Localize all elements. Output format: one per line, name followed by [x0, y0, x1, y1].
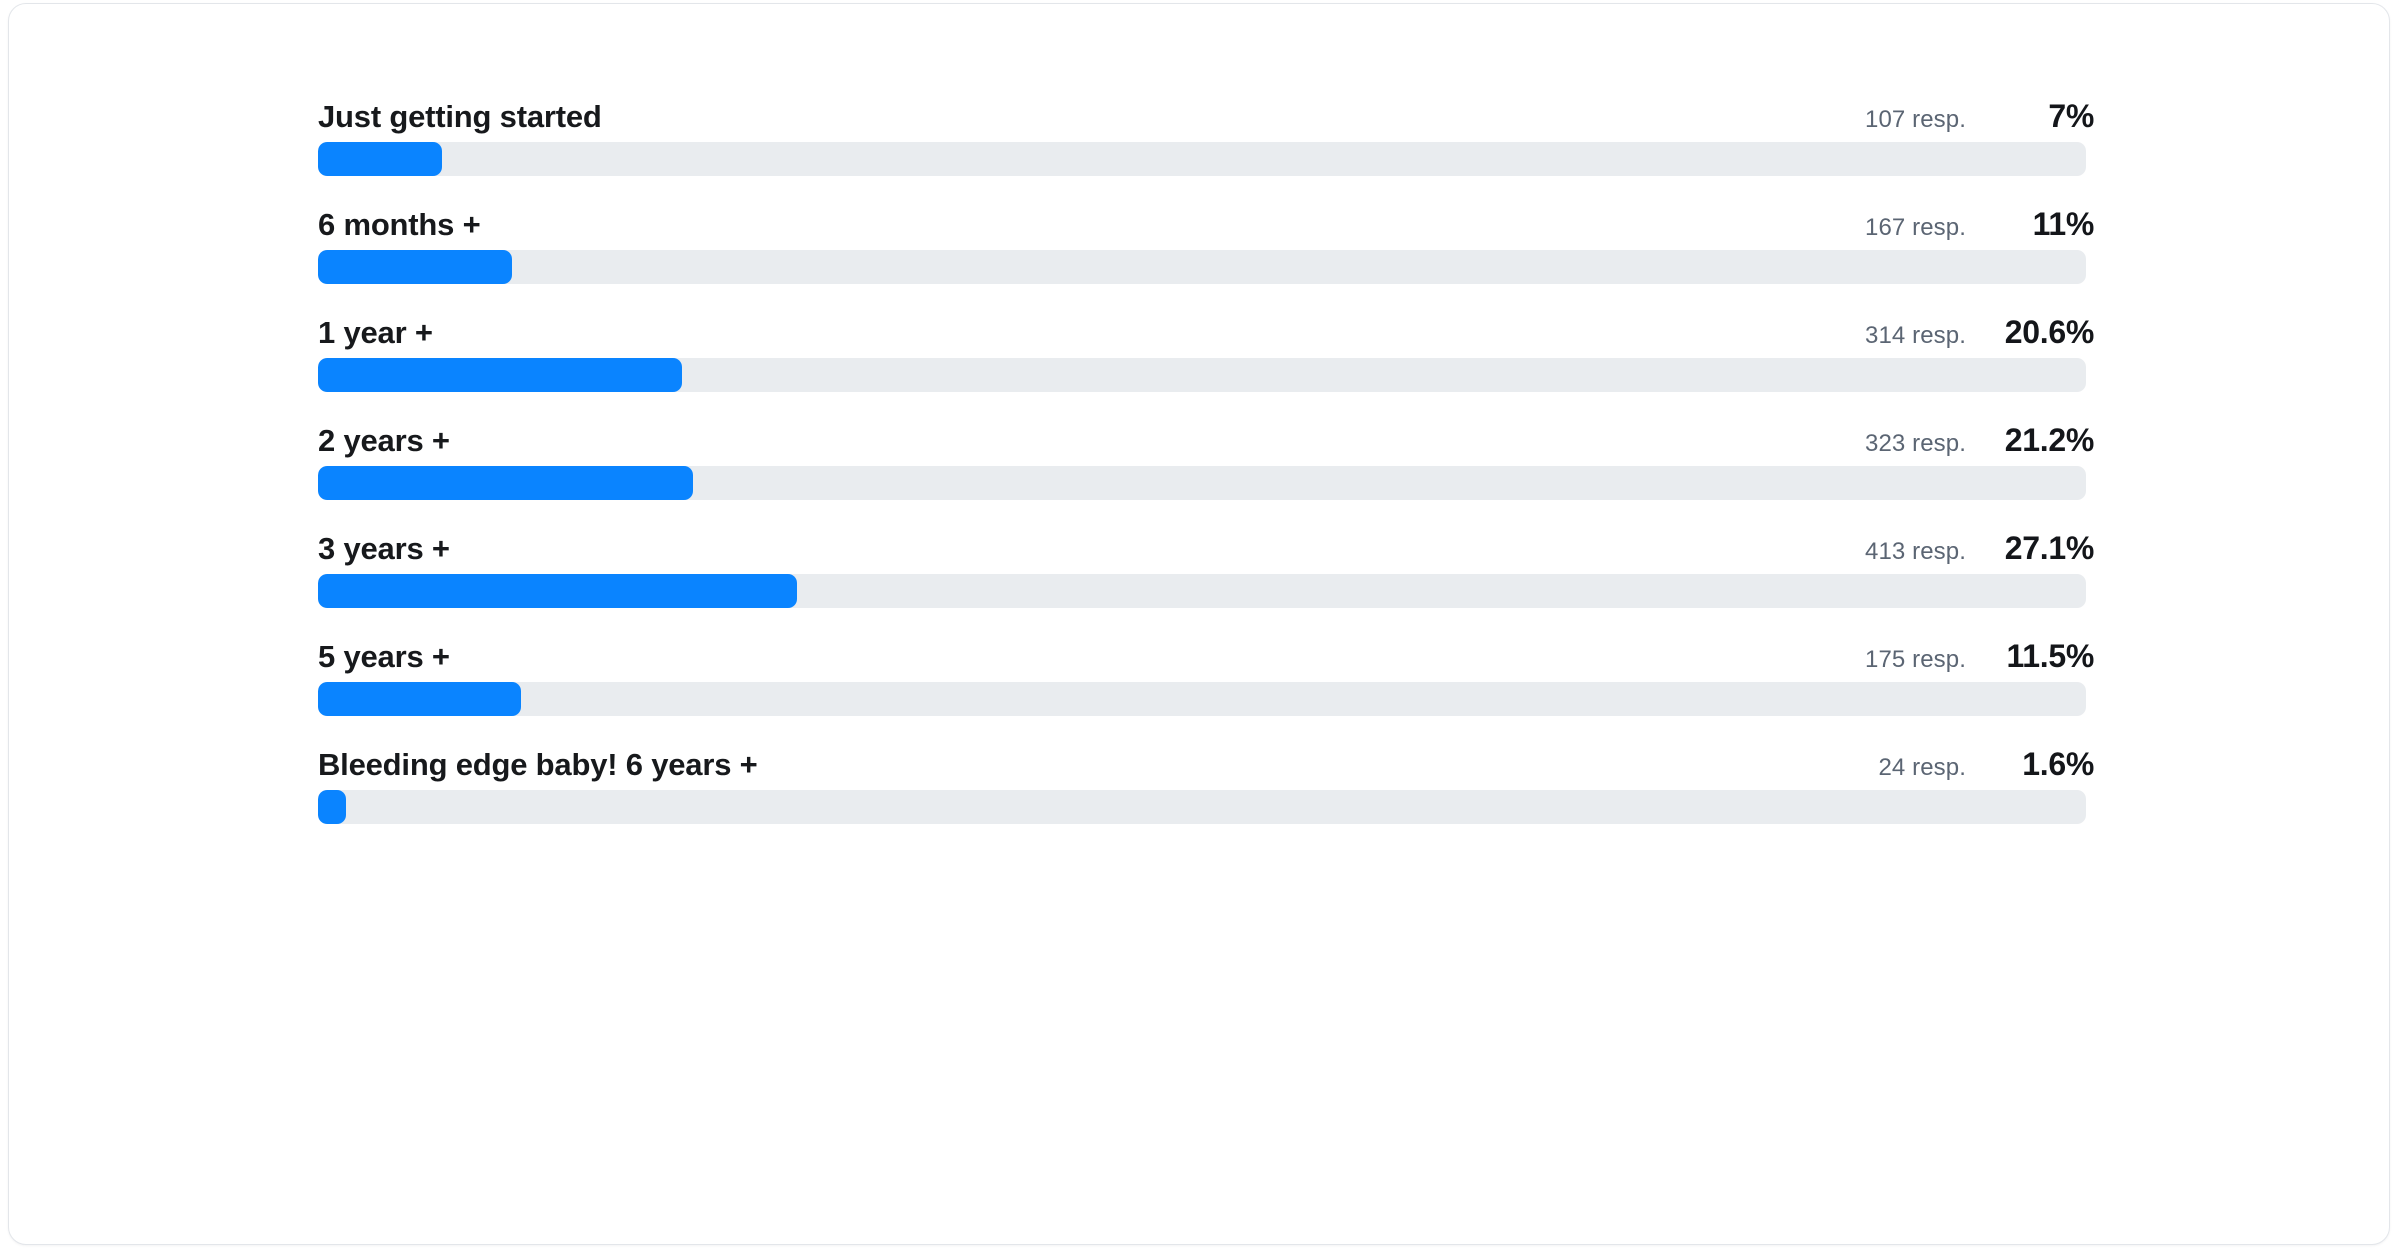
- survey-option-response-count: 107 resp.: [1865, 106, 1966, 133]
- survey-option-percentage: 20.6%: [2004, 314, 2095, 350]
- survey-option-percentage: 11%: [2032, 206, 2095, 242]
- survey-option-bar-fill: [318, 358, 683, 392]
- survey-bar-chart: Just getting started 107 resp. 7% 6 months …: [318, 90, 2095, 824]
- survey-option-stats: 24 resp. 1.6%: [1878, 738, 2094, 794]
- survey-option-row: Just getting started 107 resp. 7%: [318, 90, 2095, 176]
- survey-option-header: 2 years + 323 resp. 21.2%: [318, 414, 2095, 466]
- survey-option-response-count: 413 resp.: [1865, 538, 1966, 565]
- survey-option-stats: 314 resp. 20.6%: [1865, 306, 2094, 362]
- survey-option-header: 6 months + 167 resp. 11%: [318, 198, 2095, 250]
- survey-option-label: 5 years +: [318, 639, 450, 674]
- survey-option-bar-track: [318, 574, 2086, 608]
- survey-option-percentage: 7%: [2048, 98, 2094, 134]
- survey-option-response-count: 323 resp.: [1865, 430, 1966, 457]
- survey-option-header: 5 years + 175 resp. 11.5%: [318, 630, 2095, 682]
- survey-option-bar-fill: [318, 790, 347, 824]
- survey-option-stats: 175 resp. 11.5%: [1865, 630, 2094, 686]
- survey-results-card: Just getting started 107 resp. 7% 6 months …: [8, 3, 2390, 1245]
- survey-option-bar-track: [318, 142, 2086, 176]
- survey-option-row: Bleeding edge baby! 6 years + 24 resp. 1.6…: [318, 738, 2095, 824]
- survey-option-header: Bleeding edge baby! 6 years + 24 resp. 1.6…: [318, 738, 2095, 790]
- survey-option-label: 2 years +: [318, 423, 450, 458]
- survey-option-bar-track: [318, 358, 2086, 392]
- survey-option-bar-track: [318, 682, 2086, 716]
- survey-option-bar-track: [318, 250, 2086, 284]
- survey-option-header: Just getting started 107 resp. 7%: [318, 90, 2095, 142]
- survey-option-bar-track: [318, 466, 2086, 500]
- survey-option-row: 3 years + 413 resp. 27.1%: [318, 522, 2095, 608]
- survey-option-label: Just getting started: [318, 99, 602, 134]
- survey-option-percentage: 1.6%: [2022, 746, 2094, 782]
- survey-option-row: 2 years + 323 resp. 21.2%: [318, 414, 2095, 500]
- survey-option-label: 1 year +: [318, 315, 433, 350]
- survey-option-row: 1 year + 314 resp. 20.6%: [318, 306, 2095, 392]
- survey-option-bar-fill: [318, 682, 522, 716]
- survey-option-percentage: 11.5%: [2006, 638, 2095, 674]
- survey-option-percentage: 27.1%: [2004, 530, 2095, 566]
- survey-option-stats: 323 resp. 21.2%: [1865, 414, 2094, 470]
- survey-option-row: 6 months + 167 resp. 11%: [318, 198, 2095, 284]
- survey-option-response-count: 314 resp.: [1865, 322, 1966, 349]
- survey-option-bar-fill: [318, 574, 798, 608]
- survey-option-stats: 167 resp. 11%: [1865, 198, 2094, 254]
- survey-option-stats: 107 resp. 7%: [1865, 90, 2094, 146]
- survey-option-response-count: 167 resp.: [1865, 214, 1966, 241]
- survey-option-bar-fill: [318, 250, 513, 284]
- survey-option-label: Bleeding edge baby! 6 years +: [318, 747, 758, 782]
- survey-option-label: 3 years +: [318, 531, 450, 566]
- survey-option-response-count: 175 resp.: [1865, 646, 1966, 673]
- survey-option-row: 5 years + 175 resp. 11.5%: [318, 630, 2095, 716]
- survey-option-stats: 413 resp. 27.1%: [1865, 522, 2094, 578]
- survey-option-header: 3 years + 413 resp. 27.1%: [318, 522, 2095, 574]
- survey-option-label: 6 months +: [318, 207, 481, 242]
- survey-option-bar-track: [318, 790, 2086, 824]
- survey-option-bar-fill: [318, 466, 693, 500]
- survey-option-response-count: 24 resp.: [1878, 754, 1966, 781]
- survey-option-bar-fill: [318, 142, 442, 176]
- survey-option-header: 1 year + 314 resp. 20.6%: [318, 306, 2095, 358]
- survey-option-percentage: 21.2%: [2004, 422, 2095, 458]
